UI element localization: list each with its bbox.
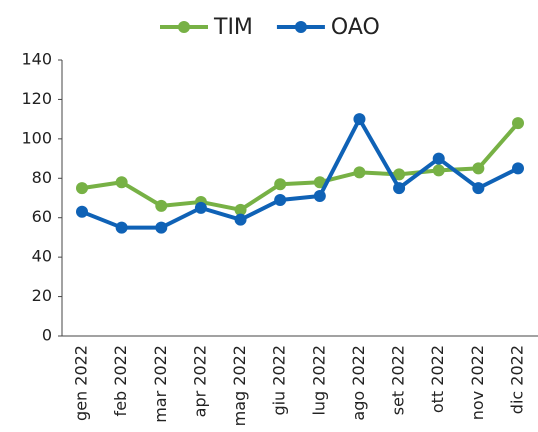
series-line [81, 117, 519, 230]
point [115, 221, 128, 234]
x-tick-label: dic 2022 [508, 345, 527, 414]
point [115, 176, 128, 189]
x-tick-label: apr 2022 [190, 345, 209, 417]
series-line [81, 121, 520, 212]
y-tick-label: 60 [32, 207, 52, 226]
point [393, 168, 406, 181]
y-tick-label: 40 [32, 247, 52, 266]
point [512, 162, 524, 175]
point [313, 190, 326, 203]
x-tick-label: mag 2022 [230, 345, 249, 426]
y-tick-label: 80 [32, 168, 52, 187]
y-tick-label: 120 [21, 89, 52, 108]
point [194, 201, 207, 214]
x-tick-label: mar 2022 [151, 345, 170, 423]
point [393, 182, 406, 195]
point [432, 152, 445, 165]
x-tick-label: lug 2022 [309, 345, 328, 416]
point [234, 213, 247, 226]
legend-label: TIM [213, 15, 253, 40]
point [155, 221, 168, 234]
point [76, 205, 88, 218]
y-tick-label: 140 [21, 50, 52, 69]
point [353, 113, 366, 126]
point [274, 178, 287, 191]
x-tick-label: gen 2022 [72, 345, 91, 421]
point [313, 176, 326, 189]
x-tick-label: feb 2022 [111, 345, 130, 416]
point [432, 164, 445, 177]
x-tick-label: giu 2022 [270, 345, 289, 416]
point [512, 117, 524, 130]
point [76, 182, 88, 195]
point [234, 203, 247, 216]
legend-marker [294, 21, 307, 33]
x-tick-label: set 2022 [389, 345, 408, 415]
y-tick-label: 100 [21, 128, 52, 147]
point [155, 199, 168, 212]
point [274, 193, 287, 206]
legend-marker [178, 21, 190, 33]
point [472, 162, 485, 175]
point [353, 166, 366, 179]
y-tick-label: 0 [42, 326, 52, 345]
point [472, 182, 485, 195]
x-tick-label: ott 2022 [428, 345, 447, 413]
legend-label: OAO [331, 15, 380, 40]
y-tick-label: 20 [32, 286, 52, 305]
x-tick-label: nov 2022 [468, 345, 487, 420]
x-tick-label: ago 2022 [349, 345, 368, 421]
